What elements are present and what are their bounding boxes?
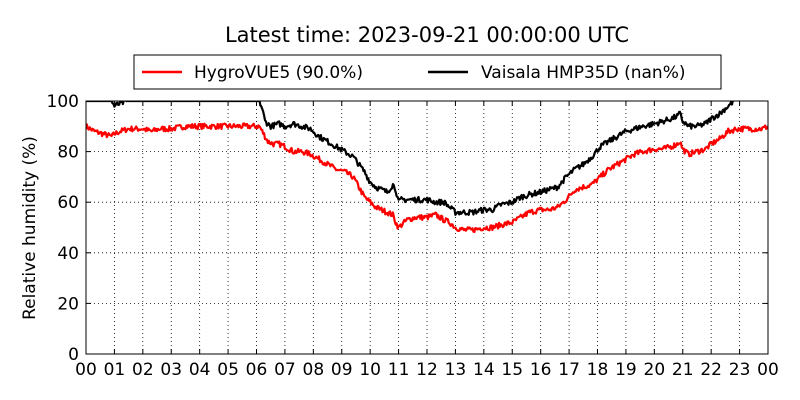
y-tick-label: 40 [57,244,79,264]
grid [86,101,768,354]
y-tick-label: 20 [57,294,79,314]
x-tick-label: 08 [303,360,325,380]
x-tick-label: 02 [132,360,154,380]
plot-frame [85,100,769,355]
x-tick-label: 13 [445,360,467,380]
series-line-hygrovue5 [86,122,768,234]
x-tick-label: 11 [388,360,410,380]
x-axis: 00 01 02 03 04 05 06 07 08 09 10 11 12 13 14 15 16 17 18 19… [75,101,779,380]
x-tick-label: 18 [587,360,609,380]
y-tick-label: 0 [68,345,79,365]
x-tick-label: 17 [558,360,580,380]
x-tick-label: 07 [274,360,296,380]
x-tick-label: 19 [615,360,637,380]
x-tick-label: 06 [246,360,268,380]
legend-box [133,54,722,90]
y-tick-label: 80 [57,143,79,163]
x-tick-label: 00 [757,360,779,380]
x-tick-label: 15 [501,360,523,380]
x-tick-label: 20 [644,360,666,380]
x-tick-label: 00 [75,360,97,380]
chart-title: Latest time: 2023-09-21 00:00:00 UTC [225,23,629,47]
x-tick-label: 03 [160,360,182,380]
x-tick-label: 10 [359,360,381,380]
x-tick-label: 23 [729,360,751,380]
x-tick-label: 21 [672,360,694,380]
legend-label-vaisala: Vaisala HMP35D (nan%) [481,63,685,83]
series-group [86,101,768,234]
x-tick-label: 09 [331,360,353,380]
x-tick-label: 16 [530,360,552,380]
y-axis: 0 20 40 60 80 100 [47,92,768,365]
x-tick-label: 14 [473,360,495,380]
y-tick-label: 60 [57,193,79,213]
x-tick-label: 05 [217,360,239,380]
legend: HygroVUE5 (90.0%) Vaisala HMP35D (nan%) [133,54,722,90]
x-tick-label: 04 [189,360,211,380]
y-tick-label: 100 [47,92,79,112]
y-axis-label: Relative humidity (%) [20,136,40,320]
x-tick-label: 12 [416,360,438,380]
series-line-vaisala [86,101,734,216]
legend-label-hygrovue5: HygroVUE5 (90.0%) [194,63,363,83]
x-tick-label: 01 [104,360,126,380]
x-tick-label: 22 [700,360,722,380]
